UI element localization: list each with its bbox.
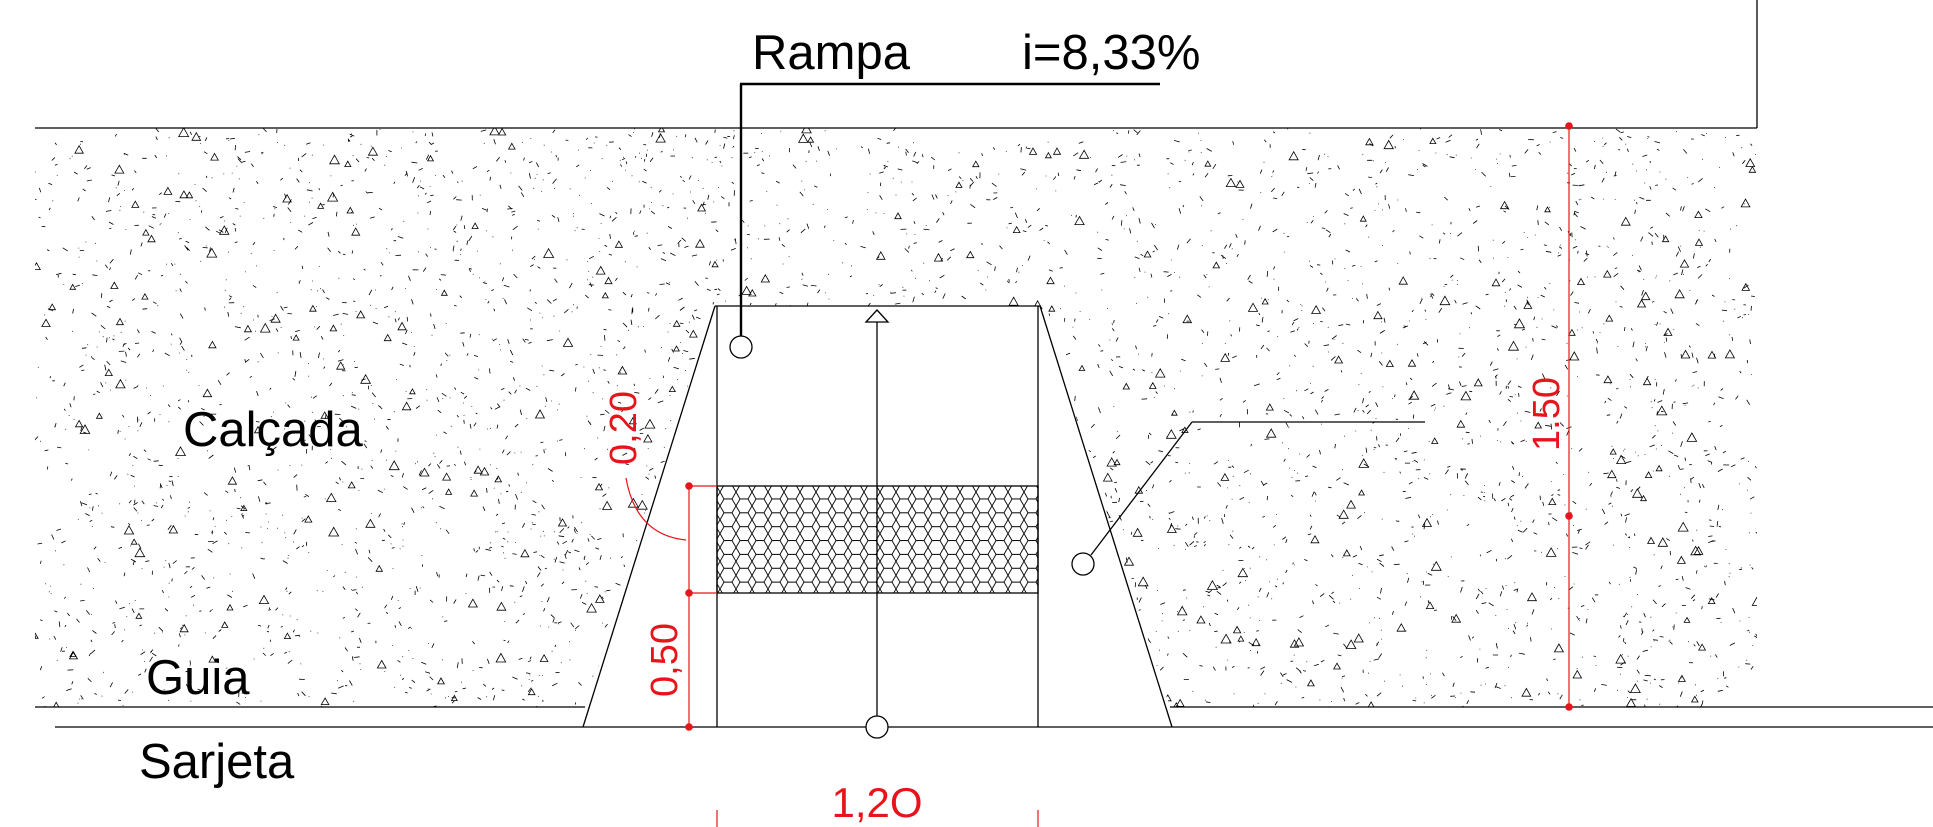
ramp-title-label: Rampa (752, 26, 911, 80)
slope-arrow (864, 309, 890, 739)
dimension-sidewalk-width: 1.50 (1526, 377, 1568, 451)
dimension-lines (625, 122, 1573, 827)
dimension-tactile-depth: 0,50 (644, 623, 686, 697)
curb-lines (35, 706, 1933, 728)
wing-leader (1071, 421, 1425, 576)
dimension-ramp-width: 1,2O (831, 779, 922, 826)
ramp-leader (729, 82, 1160, 359)
curb-label: Guia (146, 651, 250, 705)
property-line (35, 0, 1758, 129)
dimension-side-offset: 0,20 (603, 391, 645, 465)
sidewalk-label: Calçada (183, 403, 364, 457)
gutter-label: Sarjeta (139, 735, 295, 789)
slope-label: i=8,33% (1022, 26, 1200, 80)
